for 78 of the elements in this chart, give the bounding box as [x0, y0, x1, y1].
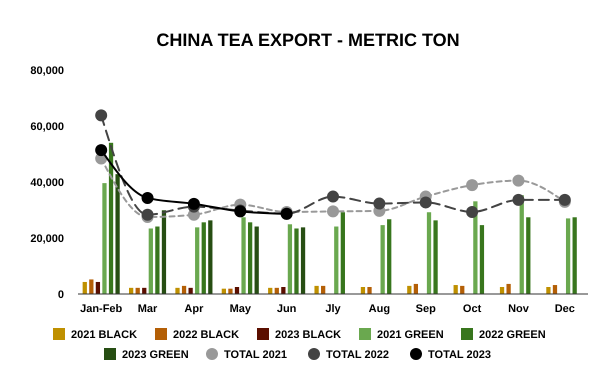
bar: [89, 279, 94, 294]
legend-label: TOTAL 2022: [326, 348, 389, 361]
y-tick-label: 0: [58, 288, 64, 301]
legend-label: 2022 GREEN: [479, 328, 546, 341]
bar: [248, 222, 252, 294]
legend-label: TOTAL 2021: [224, 348, 287, 361]
bar: [321, 286, 326, 294]
bar: [300, 227, 306, 294]
y-tick-label: 80,000: [30, 64, 64, 77]
bar: [526, 217, 530, 294]
bar: [480, 225, 484, 294]
x-tick-label: Apr: [184, 303, 204, 315]
bar: [82, 282, 87, 294]
point: [466, 206, 478, 218]
point: [466, 179, 478, 192]
bar: [433, 220, 438, 294]
bar: [281, 287, 286, 294]
x-tick-label: Nov: [508, 303, 530, 315]
x-tick-label: Jly: [325, 303, 342, 315]
chart-title: CHINA TEA EXPORT - METRIC TON: [156, 30, 460, 50]
x-tick-label: Jan-Feb: [80, 303, 123, 315]
x-tick-label: Mar: [138, 303, 158, 315]
point: [327, 190, 339, 203]
point: [512, 174, 524, 187]
legend-label: 2023 GREEN: [122, 348, 189, 361]
bar: [202, 222, 206, 294]
x-tick-label: Dec: [554, 303, 575, 315]
bar: [142, 288, 146, 294]
y-tick-label: 20,000: [30, 232, 64, 245]
bar: [288, 224, 292, 294]
x-tick-label: Oct: [462, 303, 482, 315]
x-tick-label: May: [230, 303, 252, 315]
bar: [208, 220, 212, 294]
bar: [454, 285, 458, 294]
bar: [129, 288, 134, 294]
legend-label: 2023 BLACK: [275, 328, 342, 341]
point: [420, 196, 432, 208]
y-tick-label: 60,000: [30, 120, 64, 133]
bar: [148, 228, 153, 294]
bar: [102, 183, 107, 294]
bar: [274, 288, 279, 294]
point: [142, 208, 154, 221]
point: [327, 205, 339, 218]
bar: [460, 286, 464, 294]
bar: [188, 288, 193, 294]
x-tick-label: Jun: [276, 303, 297, 315]
bar: [155, 226, 160, 294]
bar: [222, 288, 226, 294]
bar: [340, 212, 345, 294]
bar: [195, 227, 200, 294]
point: [95, 144, 108, 156]
point: [373, 198, 386, 210]
bar: [520, 195, 524, 294]
legend-label: 2021 GREEN: [377, 328, 444, 341]
bar: [414, 284, 418, 294]
bar: [334, 226, 338, 294]
legend-label: TOTAL 2023: [428, 348, 491, 361]
bar: [241, 217, 246, 294]
y-tick-label: 40,000: [30, 176, 64, 189]
point: [188, 198, 200, 210]
bar: [380, 225, 385, 294]
bar: [387, 219, 392, 294]
x-tick-label: Sep: [416, 303, 436, 315]
bar: [572, 217, 577, 294]
bar: [136, 288, 140, 294]
bar: [115, 174, 120, 294]
bar: [566, 218, 570, 294]
bar: [407, 286, 412, 294]
point: [142, 192, 154, 204]
bar: [254, 226, 259, 294]
x-tick-label: Aug: [368, 303, 390, 315]
bar: [426, 212, 432, 294]
bar: [294, 228, 299, 294]
point: [512, 194, 524, 206]
legend-label: 2021 BLACK: [71, 328, 138, 341]
bar: [268, 288, 272, 294]
point: [95, 109, 108, 122]
legend-label: 2022 BLACK: [173, 328, 240, 341]
